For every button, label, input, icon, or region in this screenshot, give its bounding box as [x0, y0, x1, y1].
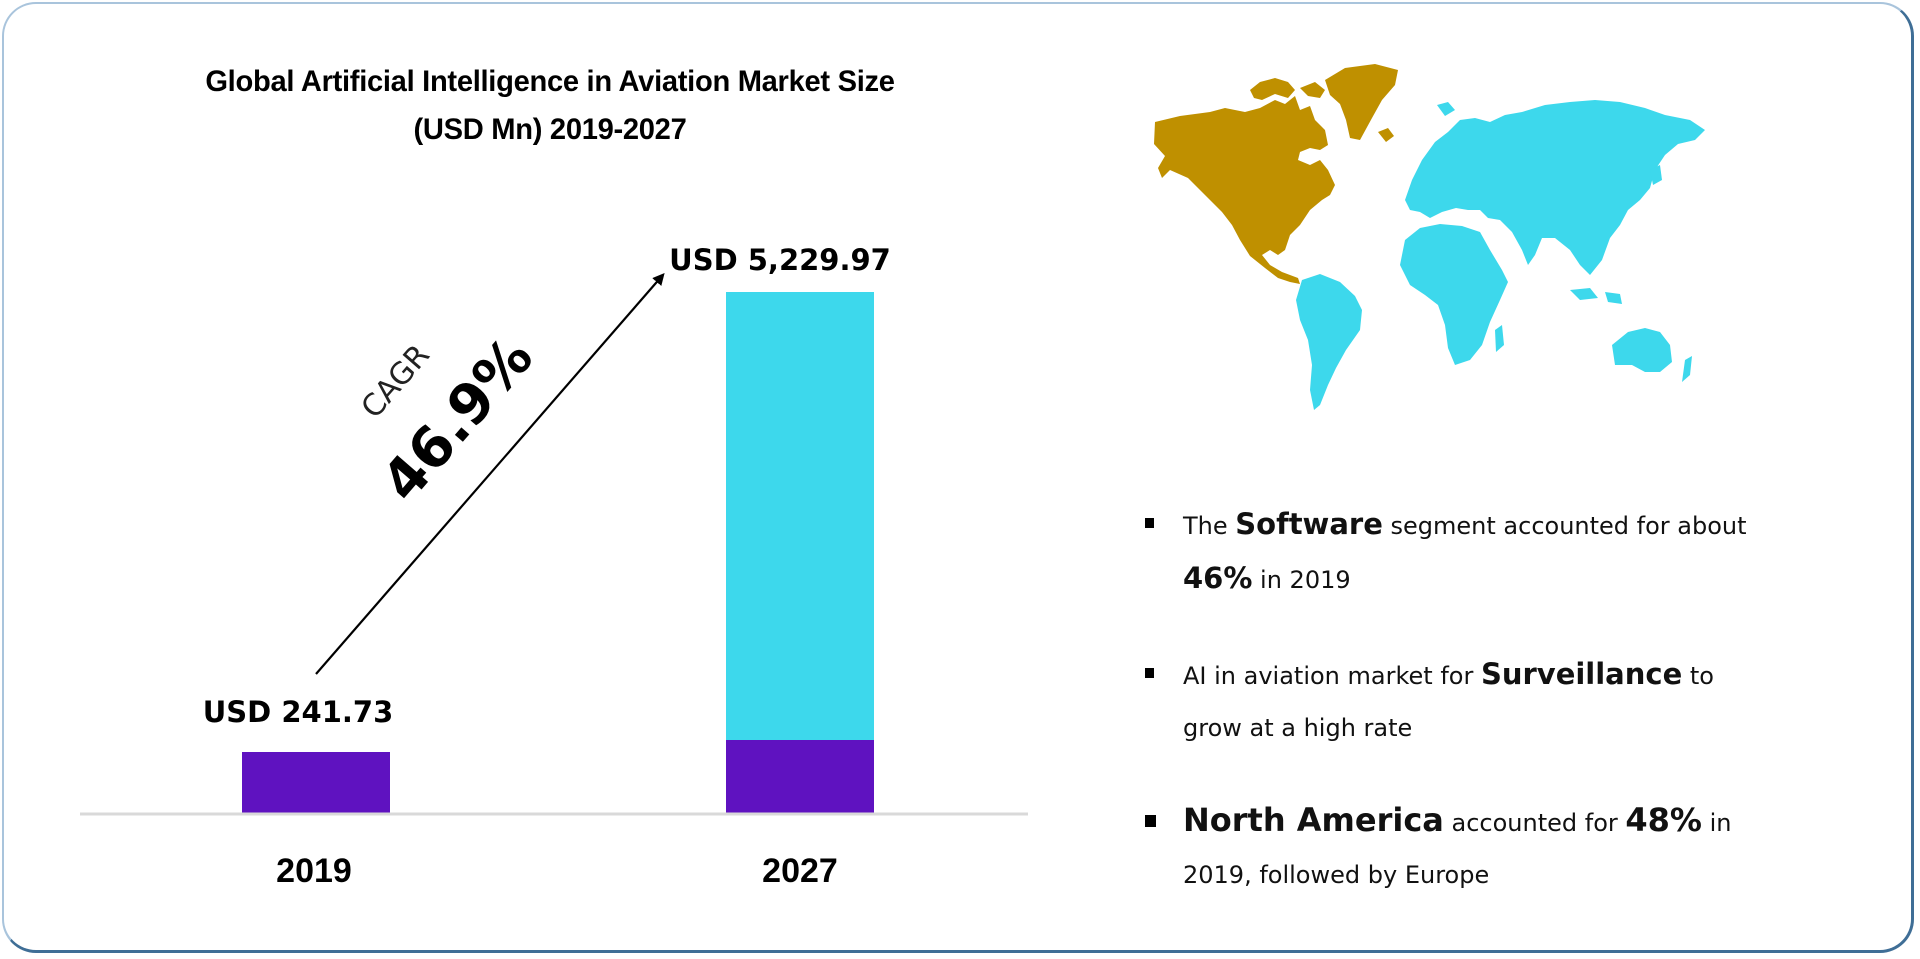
bar-2027-base-segment: [726, 740, 874, 814]
bullet-square-icon: [1145, 668, 1154, 678]
finding-text: in: [1701, 809, 1732, 837]
map-north-america: [1154, 64, 1398, 284]
finding-software: The Software segment accounted for about…: [1145, 498, 1845, 606]
chart-title-line-2: (USD Mn) 2019-2027: [413, 113, 687, 146]
finding-text: accounted for: [1443, 809, 1626, 837]
finding-highlight: Software: [1235, 507, 1383, 541]
bar-2027-growth-segment: [726, 292, 874, 740]
finding-text: in 2019: [1252, 566, 1351, 594]
finding-text: segment accounted for about: [1382, 512, 1747, 540]
map-australia: [1612, 328, 1672, 372]
chart-title-line-1: Global Artificial Intelligence in Aviati…: [205, 65, 895, 98]
finding-surveillance: AI in aviation market for Surveillance t…: [1145, 648, 1845, 754]
bars-group: [242, 292, 874, 814]
cagr-arrow: [315, 272, 665, 675]
key-findings-list: The Software segment accounted for about…: [1145, 498, 1845, 901]
data-label-2019: USD 241.73: [203, 695, 394, 729]
finding-text: The: [1183, 512, 1236, 540]
map-south-america: [1296, 274, 1362, 410]
chart-title: Global Artificial Intelligence in Aviati…: [36, 58, 1064, 154]
bullet-square-icon: [1145, 815, 1156, 827]
world-map-icon: [1154, 64, 1705, 410]
labels-group: USD 241.73 2019 USD 5,229.97 2027: [203, 243, 891, 890]
finding-highlight: Surveillance: [1480, 657, 1683, 691]
x-tick-label-2019: 2019: [276, 852, 352, 890]
finding-text: grow at a high rate: [1183, 714, 1413, 742]
finding-highlight: North America: [1183, 801, 1444, 839]
map-africa: [1400, 224, 1508, 365]
bullet-square-icon: [1145, 518, 1154, 528]
x-tick-label-2027: 2027: [762, 852, 838, 890]
data-label-2027: USD 5,229.97: [669, 243, 891, 277]
finding-text: AI in aviation market for: [1183, 662, 1481, 690]
finding-text: 2019, followed by Europe: [1183, 861, 1490, 889]
finding-text: to: [1682, 662, 1714, 690]
finding-highlight: 48%: [1625, 801, 1702, 839]
finding-north-america: North America accounted for 48% in 2019, …: [1145, 794, 1845, 901]
map-eurasia: [1405, 100, 1705, 275]
finding-highlight: 46%: [1183, 561, 1253, 595]
bar-2019: [242, 752, 390, 814]
